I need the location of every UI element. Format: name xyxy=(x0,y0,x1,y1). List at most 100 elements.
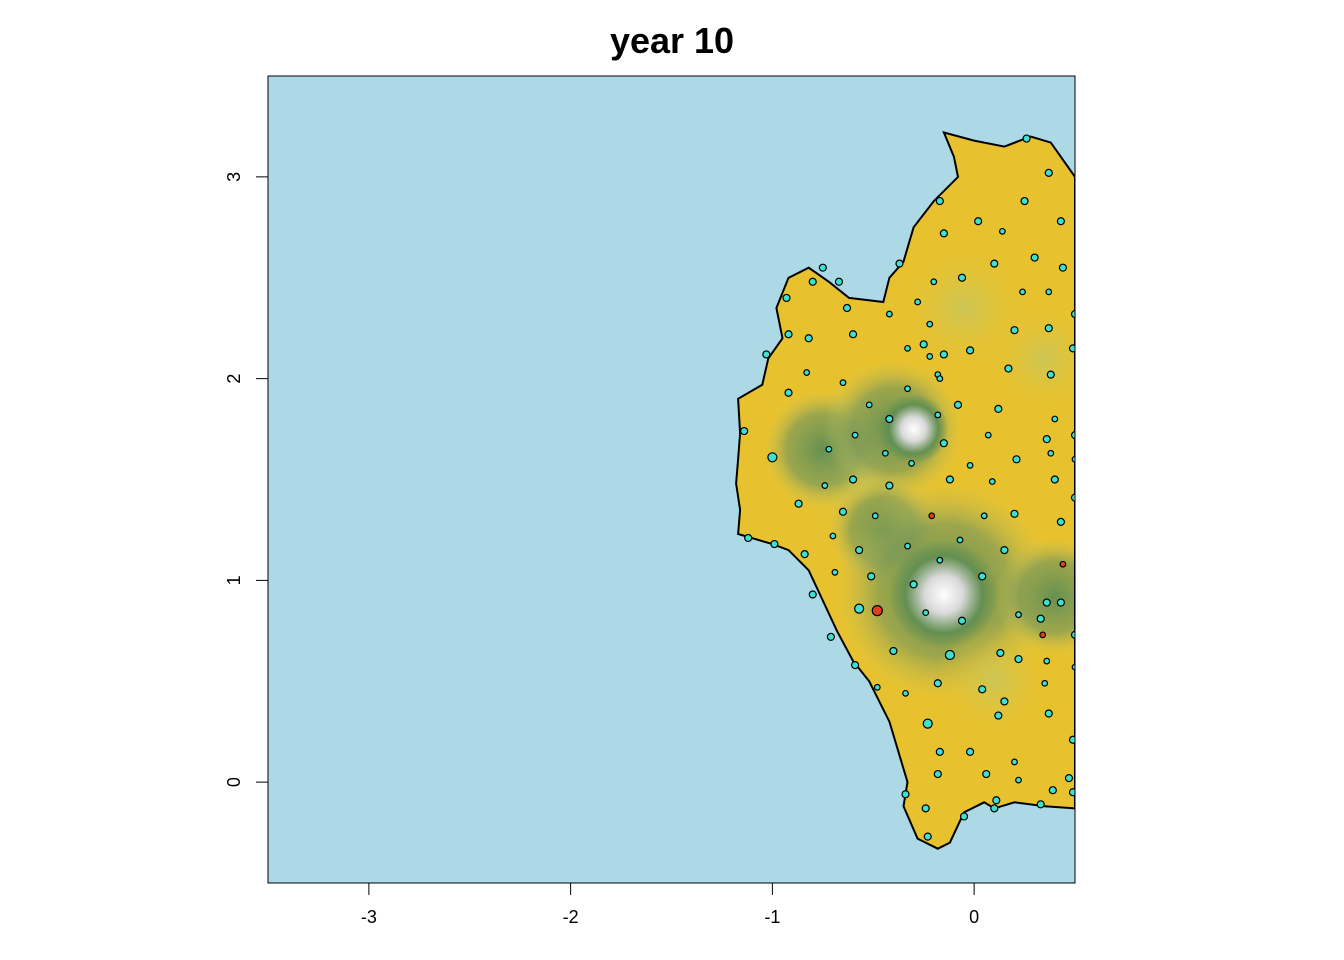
data-point xyxy=(992,796,1001,805)
data-point xyxy=(901,790,910,799)
data-point xyxy=(1068,344,1075,353)
y-axis: 0 1 2 3 xyxy=(224,172,269,787)
data-point xyxy=(1022,134,1031,143)
data-point xyxy=(871,605,883,617)
data-point xyxy=(803,369,811,376)
y-tick-label: 3 xyxy=(224,172,244,182)
data-point xyxy=(1041,679,1049,687)
data-point xyxy=(1070,630,1075,639)
data-point xyxy=(914,298,922,306)
data-point xyxy=(1042,435,1051,444)
data-point xyxy=(1048,786,1057,795)
data-point xyxy=(904,385,911,393)
data-point xyxy=(784,388,793,397)
data-point xyxy=(808,277,817,286)
data-point xyxy=(885,414,894,424)
data-point xyxy=(848,475,858,484)
data-point xyxy=(933,769,942,779)
data-point xyxy=(873,683,881,691)
data-point xyxy=(831,568,839,576)
data-point xyxy=(855,546,864,555)
elevation-blob xyxy=(934,621,1055,742)
data-point xyxy=(1014,654,1023,664)
data-point xyxy=(1036,614,1045,623)
data-point xyxy=(966,461,974,469)
data-point xyxy=(990,259,999,268)
elevation-blob xyxy=(888,539,999,650)
data-point xyxy=(744,533,753,543)
plot-title: year 10 xyxy=(609,20,735,61)
data-point xyxy=(935,196,944,206)
data-point xyxy=(1012,455,1021,464)
data-point xyxy=(933,679,942,688)
data-point xyxy=(1011,758,1018,766)
data-point xyxy=(978,685,987,694)
data-point xyxy=(804,334,813,343)
data-point xyxy=(1047,449,1055,457)
data-point xyxy=(922,718,933,729)
data-point xyxy=(996,648,1005,658)
data-point xyxy=(740,426,749,436)
data-point xyxy=(889,646,898,656)
data-point xyxy=(994,404,1003,413)
x-tick-label: -1 xyxy=(764,907,780,927)
elevation-blob xyxy=(994,536,1075,657)
data-point xyxy=(834,277,844,286)
data-point xyxy=(904,344,911,352)
data-point xyxy=(838,507,848,516)
data-point xyxy=(984,431,992,439)
data-point xyxy=(1070,309,1075,319)
data-point xyxy=(1064,773,1074,783)
data-point xyxy=(926,353,934,360)
y-tick-label: 2 xyxy=(224,374,244,384)
data-point xyxy=(1044,324,1053,333)
data-point xyxy=(1000,546,1009,555)
data-point xyxy=(1020,196,1029,206)
data-point xyxy=(839,379,847,387)
x-tick-label: -2 xyxy=(563,907,579,927)
data-point xyxy=(998,227,1006,235)
data-point xyxy=(953,400,963,409)
data-point xyxy=(1019,288,1026,296)
data-point xyxy=(945,475,955,484)
data-point xyxy=(982,769,991,779)
data-point xyxy=(957,616,967,625)
data-point xyxy=(957,273,967,282)
data-point xyxy=(1051,415,1059,423)
data-point xyxy=(895,259,904,268)
data-point xyxy=(939,350,948,359)
island-coastline xyxy=(735,131,1075,850)
x-tick-label: -3 xyxy=(361,907,377,927)
data-point xyxy=(782,293,791,303)
data-point xyxy=(1046,370,1055,379)
data-point xyxy=(978,572,987,581)
data-point xyxy=(867,572,876,581)
data-point xyxy=(965,747,975,756)
data-point xyxy=(904,542,911,550)
data-point xyxy=(821,482,829,489)
data-point xyxy=(1044,168,1053,177)
data-point xyxy=(826,632,835,641)
data-point xyxy=(956,536,964,544)
data-point xyxy=(994,711,1003,720)
data-point xyxy=(1068,788,1075,797)
data-point xyxy=(794,499,803,508)
data-point xyxy=(1056,598,1065,607)
data-point xyxy=(1056,517,1065,526)
data-point xyxy=(808,590,817,599)
data-point xyxy=(762,350,771,359)
data-point xyxy=(854,603,865,614)
data-point xyxy=(1045,288,1053,296)
data-point xyxy=(770,539,779,549)
data-point xyxy=(922,609,930,617)
data-point xyxy=(1010,509,1019,518)
data-point xyxy=(1056,217,1065,226)
x-tick-label: 0 xyxy=(969,907,979,927)
data-point xyxy=(974,217,983,226)
data-point xyxy=(934,411,942,419)
data-point xyxy=(1058,263,1067,272)
data-point xyxy=(1015,611,1022,619)
data-point xyxy=(871,512,879,520)
data-point xyxy=(990,804,999,813)
data-point xyxy=(1000,697,1009,706)
